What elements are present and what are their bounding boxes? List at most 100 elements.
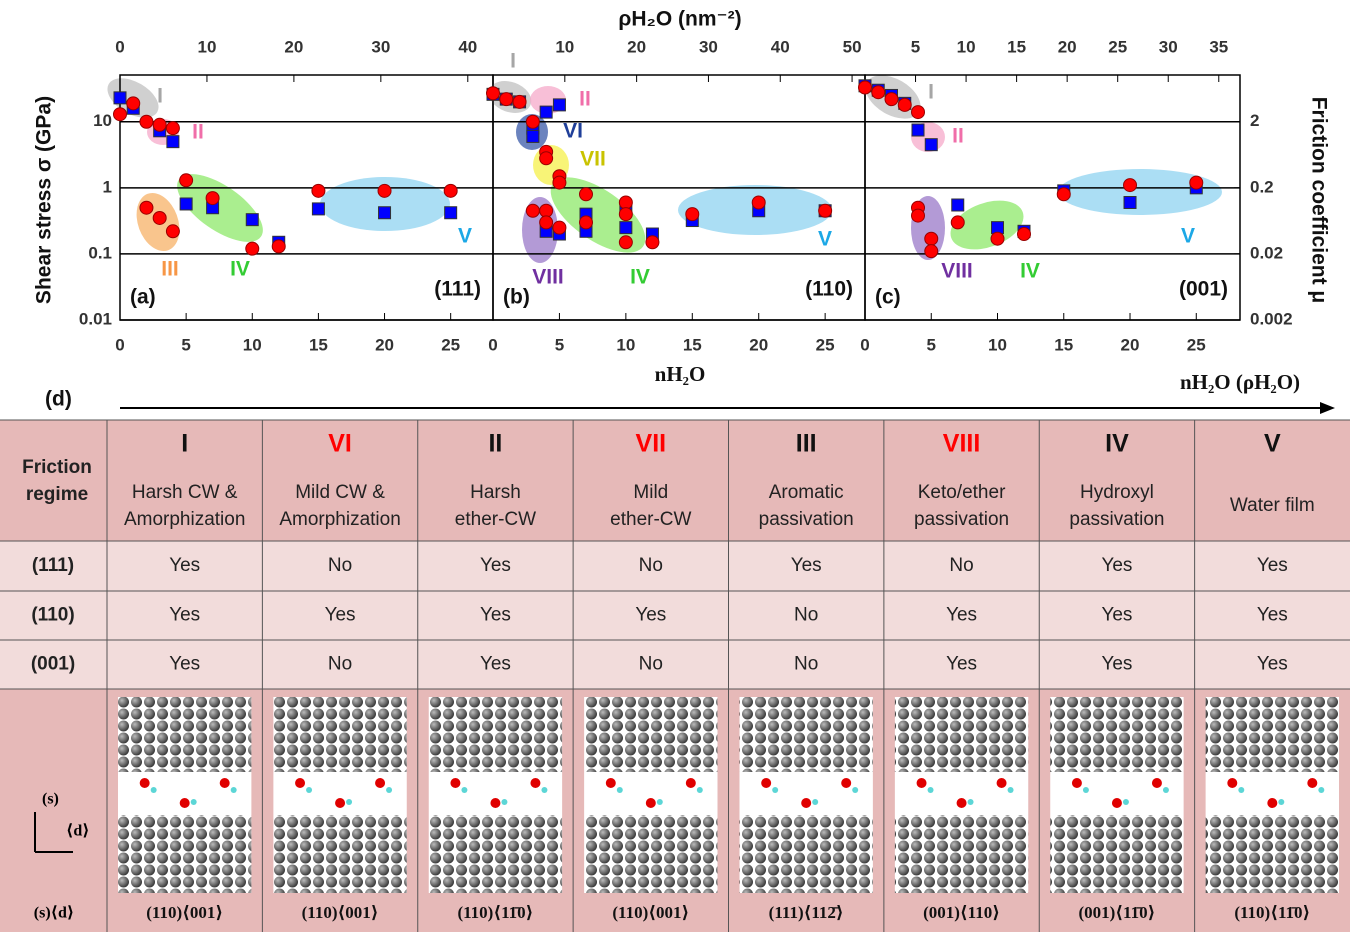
page: {"figure":{"panel_d":"(d)","arrow_label"… (0, 0, 1350, 932)
regime-label: VIII (941, 260, 973, 283)
oxygen-atom (1112, 798, 1122, 808)
circle-point (540, 152, 553, 165)
regime-description: passivation (914, 509, 1009, 530)
regime-id: IV (1105, 430, 1129, 458)
x2-tick-label: 50 (843, 37, 862, 56)
regime-label: IV (630, 266, 650, 289)
panel-label: (b) (503, 286, 530, 309)
circle-point (925, 232, 938, 245)
regime-id: I (181, 430, 188, 458)
y-tick-label: 10 (93, 111, 112, 130)
x2-tick-label: 30 (371, 37, 390, 56)
cell-value: Yes (946, 654, 977, 675)
circle-point (991, 232, 1004, 245)
square-point (312, 203, 324, 215)
x-tick-label: 20 (1121, 335, 1140, 354)
cell-value: Yes (169, 605, 200, 626)
circle-point (580, 188, 593, 201)
y2-axis-title: Friction coefficient μ (1307, 97, 1330, 304)
x-axis-title: nH₂O (655, 362, 706, 386)
surface-label: (001) (1179, 278, 1228, 301)
x2-tick-label: 40 (771, 37, 790, 56)
regime-label: VII (580, 148, 606, 171)
x-tick-label: 5 (181, 335, 190, 354)
hydrogen-atom (386, 787, 392, 793)
circle-point (752, 196, 765, 209)
circle-point (206, 192, 219, 205)
regime-label: V (1181, 225, 1195, 248)
square-point (540, 106, 552, 118)
circle-point (272, 240, 285, 253)
oxygen-atom (450, 778, 460, 788)
orientation-label: (110)⟨11̄0⟩ (457, 903, 533, 922)
oxygen-atom (1072, 778, 1082, 788)
y-tick-label: 0.1 (88, 243, 112, 262)
square-point (114, 92, 126, 104)
hydrogen-atom (812, 799, 818, 805)
x-tick-label: 10 (243, 335, 262, 354)
orientation-label: (001)⟨11̄0⟩ (1078, 903, 1155, 922)
regime-label: VI (563, 120, 583, 143)
hydrogen-atom (928, 787, 934, 793)
circle-point (925, 245, 938, 258)
regime-description: Hydroxyl (1080, 482, 1154, 503)
panel-label: (a) (130, 286, 156, 309)
oxygen-atom (1152, 778, 1162, 788)
oxygen-atom (1267, 798, 1277, 808)
cell-value: Yes (1101, 555, 1132, 576)
regime-label: I (510, 50, 516, 73)
circle-point (487, 87, 500, 100)
regime-label: II (192, 121, 204, 144)
x2-tick-label: 30 (699, 37, 718, 56)
x2-tick-label: 5 (911, 37, 920, 56)
hydrogen-atom (697, 787, 703, 793)
cell-value: No (794, 605, 818, 626)
x2-tick-label: 20 (284, 37, 303, 56)
panel-label: (c) (875, 286, 901, 309)
x2-tick-label: 30 (1159, 37, 1178, 56)
regime-description: ether-CW (455, 509, 536, 530)
x2-tick-label: 20 (1058, 37, 1077, 56)
cell-value: Yes (1101, 654, 1132, 675)
hydrogen-atom (191, 799, 197, 805)
cell-value: Yes (480, 654, 511, 675)
x2-tick-label: 40 (458, 37, 477, 56)
square-point (912, 124, 924, 136)
circle-point (114, 108, 127, 121)
x-tick-label: 25 (441, 335, 460, 354)
oxygen-atom (1307, 778, 1317, 788)
regime-description: Keto/ether (918, 482, 1006, 503)
x-tick-label: 20 (749, 335, 768, 354)
x-tick-label: 25 (1187, 335, 1206, 354)
y-tick-label: 1 (103, 177, 112, 196)
snapshot-slab (1050, 697, 1183, 772)
snapshot-slab (895, 697, 1028, 772)
oxygen-atom (530, 778, 540, 788)
cell-value: No (639, 654, 663, 675)
x2-tick-label: 10 (957, 37, 976, 56)
hydrogen-atom (772, 787, 778, 793)
square-point (1124, 196, 1136, 208)
snapshot-slab (1206, 697, 1339, 772)
cell-value: No (794, 654, 818, 675)
cell-value: No (328, 654, 352, 675)
cell-value: Yes (480, 605, 511, 626)
square-point (952, 199, 964, 211)
regime-label: VIII (532, 266, 564, 289)
regime-id: VI (328, 430, 352, 458)
circle-point (526, 204, 539, 217)
orientation-label: (001)⟨110⟩ (923, 903, 1000, 922)
x-tick-label: 15 (309, 335, 328, 354)
x-tick-label: 0 (115, 335, 124, 354)
cell-value: No (639, 555, 663, 576)
oxygen-atom (490, 798, 500, 808)
hydrogen-atom (1163, 787, 1169, 793)
hydrogen-atom (1238, 787, 1244, 793)
circle-point (553, 221, 566, 234)
regime-label: II (952, 125, 964, 148)
y-axis-title: Shear stress σ (GPa) (33, 96, 56, 304)
oxygen-atom (1227, 778, 1237, 788)
y2-tick-label: 0.002 (1250, 309, 1293, 328)
hydrogen-atom (541, 787, 547, 793)
square-point (180, 198, 192, 210)
